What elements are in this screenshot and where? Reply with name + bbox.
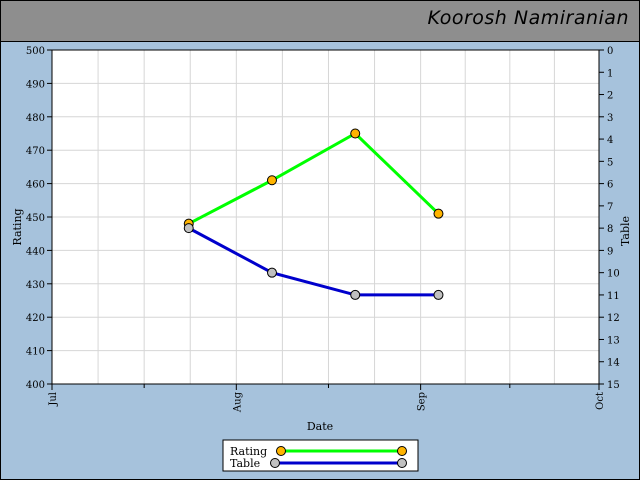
legend-box: [222, 439, 419, 472]
y2-tick-label: 8: [607, 224, 613, 235]
series-layer: [183, 128, 444, 300]
legend: Rating Table: [222, 439, 419, 472]
y2-tick-label: 15: [607, 380, 620, 391]
y-tick-label: 440: [26, 246, 45, 257]
data-point-table: [266, 267, 277, 278]
legend-marker-rating-end: [397, 446, 407, 456]
legend-label-rating: Rating: [230, 445, 267, 458]
y2-tick-label: 12: [607, 313, 620, 324]
series-line-rating: [188, 131, 440, 226]
y-tick-label: 490: [26, 79, 45, 90]
y2-tick-label: 13: [607, 335, 620, 346]
y2-tick-label: 3: [607, 113, 613, 124]
y2-axis-label: Table: [619, 216, 632, 246]
grid-lines: [51, 49, 599, 385]
data-point-table: [433, 289, 444, 300]
x-tick-label: Jul: [48, 392, 59, 407]
y2-tick-label: 7: [607, 202, 613, 213]
legend-marker-table-end: [397, 458, 407, 468]
data-point-table: [350, 289, 361, 300]
data-point-rating: [433, 208, 444, 219]
y2-tick-label: 0: [607, 46, 613, 57]
y2-tick-label: 2: [607, 91, 613, 102]
y2-tick-label: 1: [607, 68, 613, 79]
y2-tick-label: 6: [607, 180, 613, 191]
y-tick-label: 420: [26, 313, 45, 324]
y2-tick-label: 5: [607, 157, 613, 168]
header-title: Koorosh Namiranian: [427, 7, 629, 29]
y-axis-label: Rating: [11, 208, 24, 245]
y2-tick-label: 9: [607, 246, 613, 257]
y-tick-label: 410: [26, 347, 45, 358]
x-axis-label: Date: [307, 420, 333, 433]
legend-marker-table-start: [270, 458, 280, 468]
x-tick-label: Oct: [595, 392, 606, 410]
legend-label-table: Table: [230, 457, 260, 470]
data-point-rating: [350, 128, 361, 139]
y2-tick-label: 14: [607, 358, 620, 369]
y-tick-label: 480: [26, 113, 45, 124]
series-line-table: [188, 226, 439, 297]
data-point-table: [183, 223, 194, 234]
y2-tick-label: 11: [607, 291, 620, 302]
y-tick-label: 500: [26, 46, 45, 57]
y2-tick-label: 10: [607, 269, 620, 280]
x-tick-label: Aug: [232, 391, 243, 413]
y-tick-label: 430: [26, 280, 45, 291]
y2-tick-label: 4: [607, 135, 613, 146]
y-tick-label: 450: [26, 213, 45, 224]
data-point-rating: [266, 175, 277, 186]
y-tick-label: 400: [26, 380, 45, 391]
x-tick-label: Sep: [417, 392, 428, 411]
legend-marker-rating-start: [276, 446, 286, 456]
header-bar: Koorosh Namiranian: [1, 1, 639, 42]
y-tick-label: 460: [26, 180, 45, 191]
y-tick-label: 470: [26, 146, 45, 157]
